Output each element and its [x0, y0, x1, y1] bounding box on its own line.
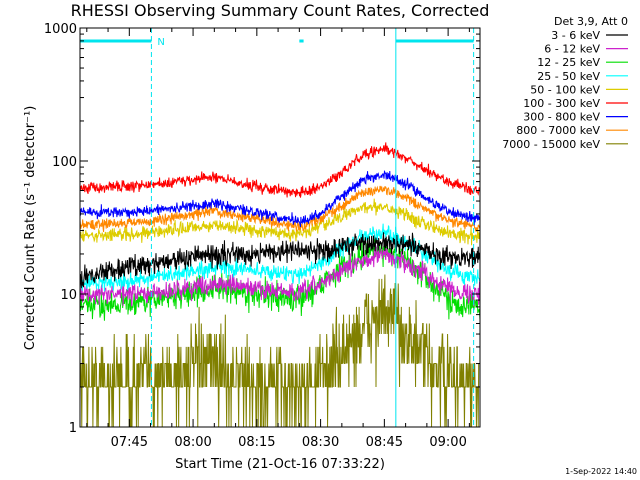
y-tick-label: 100 [52, 155, 77, 170]
y-axis-label: Corrected Count Rate (s⁻¹ detector⁻¹) [23, 106, 38, 351]
chart-title: RHESSI Observing Summary Count Rates, Co… [71, 1, 490, 20]
legend-label: 100 - 300 keV [523, 97, 600, 110]
legend-label: 12 - 25 keV [537, 56, 600, 69]
series-line-800-7000kev-kev [79, 185, 481, 233]
x-axis-label: Start Time (21-Oct-16 07:33:22) [175, 457, 385, 472]
x-tick-label: 08:30 [302, 435, 339, 450]
plot-frame [79, 27, 481, 428]
series-line-6-12kev-kev [79, 245, 481, 307]
legend-label: 50 - 100 keV [530, 83, 600, 96]
x-tick-label: 08:15 [238, 435, 275, 450]
legend-label: 25 - 50 keV [537, 70, 600, 83]
legend-label: 800 - 7000 keV [516, 124, 600, 137]
legend-header: Det 3,9, Att 0 [554, 15, 628, 28]
legend-label: 7000 - 15000 keV [502, 138, 600, 151]
series-line-100-300kev-kev [79, 142, 481, 198]
y-tick-label: 1 [69, 421, 77, 436]
x-tick-label: 08:45 [366, 435, 403, 450]
x-tick-label: 08:00 [174, 435, 211, 450]
legend-label: 300 - 800 keV [523, 111, 600, 124]
night-label: N [157, 37, 164, 48]
y-axis: 1 10 100 1000 [44, 22, 480, 436]
timestamp: 1-Sep-2022 14:40 [565, 467, 637, 476]
series-line-3-6kev-kev [79, 232, 481, 289]
series-line-300-800kev-kev [79, 170, 481, 228]
x-tick-label: 07:45 [111, 435, 148, 450]
x-axis: 07:45 08:00 08:15 08:30 08:45 09:00 [86, 28, 470, 450]
series-line-7000-15000kev-kev [79, 274, 480, 428]
series-line-50-100kev-kev [79, 198, 481, 246]
x-tick-label: 09:00 [429, 435, 466, 450]
legend-label: 6 - 12 keV [544, 43, 600, 56]
y-tick-label: 10 [60, 288, 77, 303]
series-layer [79, 142, 481, 428]
y-tick-label: 1000 [44, 22, 77, 37]
legend-label: 3 - 6 keV [551, 29, 600, 42]
